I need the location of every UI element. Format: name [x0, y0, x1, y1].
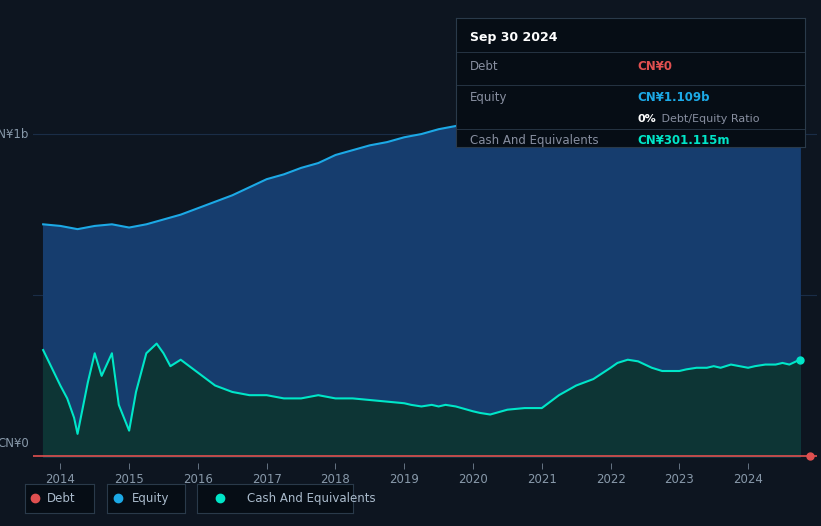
- Text: CN¥1b: CN¥1b: [0, 127, 29, 140]
- Text: CN¥0: CN¥0: [0, 437, 29, 450]
- Text: 0%: 0%: [637, 114, 656, 124]
- Text: Equity: Equity: [470, 90, 507, 104]
- Text: CN¥1.109b: CN¥1.109b: [637, 90, 709, 104]
- Text: Sep 30 2024: Sep 30 2024: [470, 32, 557, 44]
- Text: Cash And Equivalents: Cash And Equivalents: [247, 492, 375, 505]
- Text: CN¥0: CN¥0: [637, 59, 672, 73]
- Text: Equity: Equity: [131, 492, 169, 505]
- Text: Cash And Equivalents: Cash And Equivalents: [470, 135, 599, 147]
- Text: Debt: Debt: [47, 492, 76, 505]
- Text: CN¥301.115m: CN¥301.115m: [637, 135, 730, 147]
- Text: Debt: Debt: [470, 59, 498, 73]
- Text: Debt/Equity Ratio: Debt/Equity Ratio: [658, 114, 759, 124]
